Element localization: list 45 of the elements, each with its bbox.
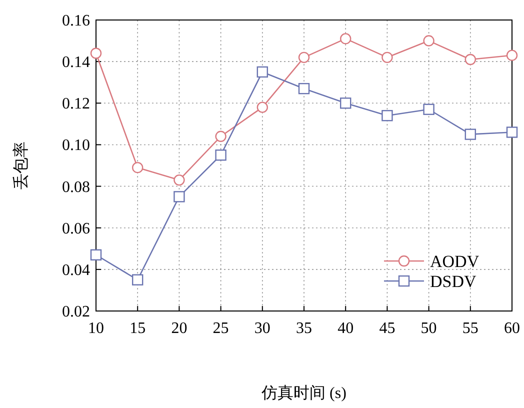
x-axis-title: 仿真时间 (s): [260, 384, 346, 402]
y-tick-label: 0.02: [62, 304, 90, 320]
point: [382, 110, 393, 122]
point: [340, 33, 352, 44]
x-tick-label: 10: [88, 320, 104, 337]
point: [506, 50, 518, 61]
point: [132, 274, 144, 286]
point: [256, 66, 268, 78]
point: [174, 191, 185, 202]
point: [215, 150, 226, 161]
y-tick-label: 0.12: [62, 96, 90, 113]
x-tick-label: 55: [462, 320, 478, 337]
point: [256, 102, 268, 113]
point: [132, 162, 144, 174]
point: [340, 98, 352, 109]
point: [464, 54, 476, 66]
x-tick-label: 50: [420, 320, 437, 337]
x-tick-label: 40: [338, 320, 354, 337]
point: [382, 52, 393, 64]
point: [174, 174, 185, 186]
x-tick-label: 60: [504, 320, 520, 337]
point: [423, 104, 434, 115]
y-tick-label: 0.08: [62, 178, 90, 196]
x-tick-label: 15: [130, 320, 146, 337]
y-tick-label: 0.10: [62, 137, 90, 154]
legend-label: AODV: [430, 252, 480, 271]
point: [215, 130, 226, 142]
legend-label: DSDV: [430, 272, 478, 291]
y-tick-label: 0.16: [62, 12, 90, 30]
x-tick-label: 20: [171, 320, 188, 337]
point: [506, 126, 518, 138]
x-tick-label: 30: [254, 320, 270, 337]
point: [90, 249, 102, 260]
point: [298, 52, 310, 64]
x-tick-label: 45: [379, 320, 396, 337]
point: [423, 35, 434, 46]
x-tick-label: 25: [212, 320, 229, 337]
y-tick-label: 0.04: [62, 262, 90, 279]
point: [464, 128, 476, 140]
y-axis-title: 丢包率: [12, 142, 30, 190]
point: [90, 48, 102, 59]
x-tick-label: 35: [296, 320, 312, 337]
y-tick-label: 0.06: [62, 220, 90, 238]
point: [298, 82, 310, 94]
y-tick-label: 0.14: [62, 54, 90, 72]
